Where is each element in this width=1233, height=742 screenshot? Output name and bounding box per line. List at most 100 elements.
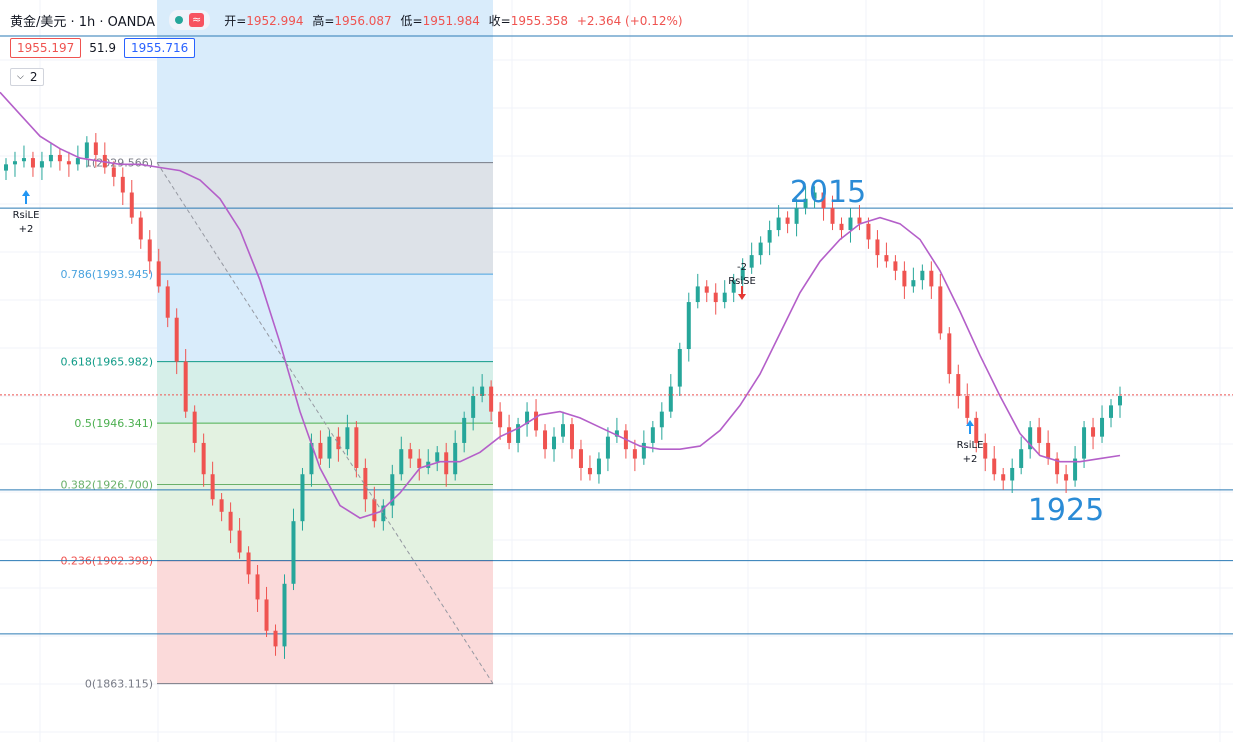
candle-body[interactable] [480,386,485,396]
candle-body[interactable] [246,552,251,575]
candle-body[interactable] [345,427,350,450]
candle-body[interactable] [911,280,916,287]
candle-body[interactable] [893,261,898,271]
candle-body[interactable] [740,267,745,281]
candle-body[interactable] [875,239,880,256]
candle-body[interactable] [30,158,35,168]
candle-body[interactable] [516,424,521,443]
candle-body[interactable] [1064,474,1069,481]
candle-body[interactable] [1001,474,1006,481]
candle-body[interactable] [84,142,89,159]
candle-body[interactable] [839,223,844,231]
candle-body[interactable] [336,436,341,450]
indicator-collapse-button[interactable]: ⌵ 2 [10,68,45,86]
candle-body[interactable] [507,427,512,443]
candle-body[interactable] [498,411,503,428]
candle-body[interactable] [1046,442,1051,459]
candle-body[interactable] [812,192,817,199]
candle-body[interactable] [731,280,736,293]
candle-body[interactable] [552,436,557,450]
symbol-title[interactable]: 黄金/美元 · 1h · OANDA [10,14,155,30]
indicator-toggle[interactable]: ≈ [168,10,211,30]
candle-body[interactable] [857,217,862,224]
candle-body[interactable] [237,530,242,553]
candle-body[interactable] [210,474,215,500]
candle-body[interactable] [965,395,970,418]
candle-body[interactable] [21,158,26,162]
candle-body[interactable] [282,583,287,647]
candle-body[interactable] [138,217,143,240]
candle-body[interactable] [66,161,71,165]
candle-body[interactable] [372,499,377,522]
candle-body[interactable] [1109,405,1114,418]
candle-body[interactable] [39,161,44,168]
candle-body[interactable] [632,449,637,459]
candle-body[interactable] [57,154,62,162]
candle-body[interactable] [471,395,476,418]
candle-body[interactable] [111,167,116,177]
candle-body[interactable] [596,458,601,475]
candle-body[interactable] [695,286,700,303]
candle-body[interactable] [534,411,539,431]
candle-body[interactable] [1010,467,1015,481]
candle-body[interactable] [722,292,727,303]
candle-body[interactable] [273,630,278,647]
candle-body[interactable] [444,452,449,475]
candle-body[interactable] [156,261,161,287]
candle-body[interactable] [174,317,179,362]
candle-body[interactable] [147,239,152,262]
candle-body[interactable] [1118,395,1122,406]
ask-button[interactable]: 1955.716 [123,38,196,58]
candle-body[interactable] [641,442,646,459]
candle-body[interactable] [902,270,907,287]
candle-body[interactable] [704,286,709,293]
candle-body[interactable] [974,417,979,443]
candle-body[interactable] [48,154,53,162]
candle-body[interactable] [4,164,8,171]
candle-body[interactable] [569,424,574,450]
candle-body[interactable] [992,458,997,475]
candle-body[interactable] [677,349,682,387]
candle-body[interactable] [1073,458,1078,481]
candle-body[interactable] [803,198,808,209]
candle-body[interactable] [300,474,305,522]
candle-body[interactable] [192,411,197,443]
candle-body[interactable] [489,386,494,412]
candle-body[interactable] [758,242,763,256]
candle-body[interactable] [417,458,422,468]
candle-body[interactable] [1082,427,1087,459]
candle-body[interactable] [587,467,592,475]
candle-body[interactable] [920,270,925,281]
candle-body[interactable] [821,192,826,209]
candle-body[interactable] [929,270,934,287]
candle-body[interactable] [408,449,413,459]
wave-icon[interactable]: ≈ [188,13,205,27]
candle-body[interactable] [614,430,619,437]
candle-body[interactable] [291,521,296,584]
candle-body[interactable] [1091,427,1096,437]
candle-body[interactable] [228,511,233,531]
candle-body[interactable] [399,449,404,475]
candle-body[interactable] [435,452,440,462]
candle-body[interactable] [318,442,323,459]
candle-body[interactable] [1037,427,1042,443]
candle-body[interactable] [453,442,458,475]
candle-body[interactable] [219,499,224,512]
candle-body[interactable] [956,374,961,396]
candle-body[interactable] [749,255,754,268]
candle-body[interactable] [578,449,583,468]
candle-body[interactable] [947,333,952,375]
candle-body[interactable] [75,158,80,165]
candle-body[interactable] [605,436,610,459]
candle-body[interactable] [381,505,386,522]
candle-body[interactable] [1100,417,1105,437]
candle-body[interactable] [785,217,790,224]
candle-body[interactable] [1055,458,1060,475]
candle-body[interactable] [525,411,530,425]
candle-body[interactable] [686,302,691,350]
candle-body[interactable] [668,386,673,412]
candle-body[interactable] [794,208,799,224]
candle-body[interactable] [830,208,835,224]
